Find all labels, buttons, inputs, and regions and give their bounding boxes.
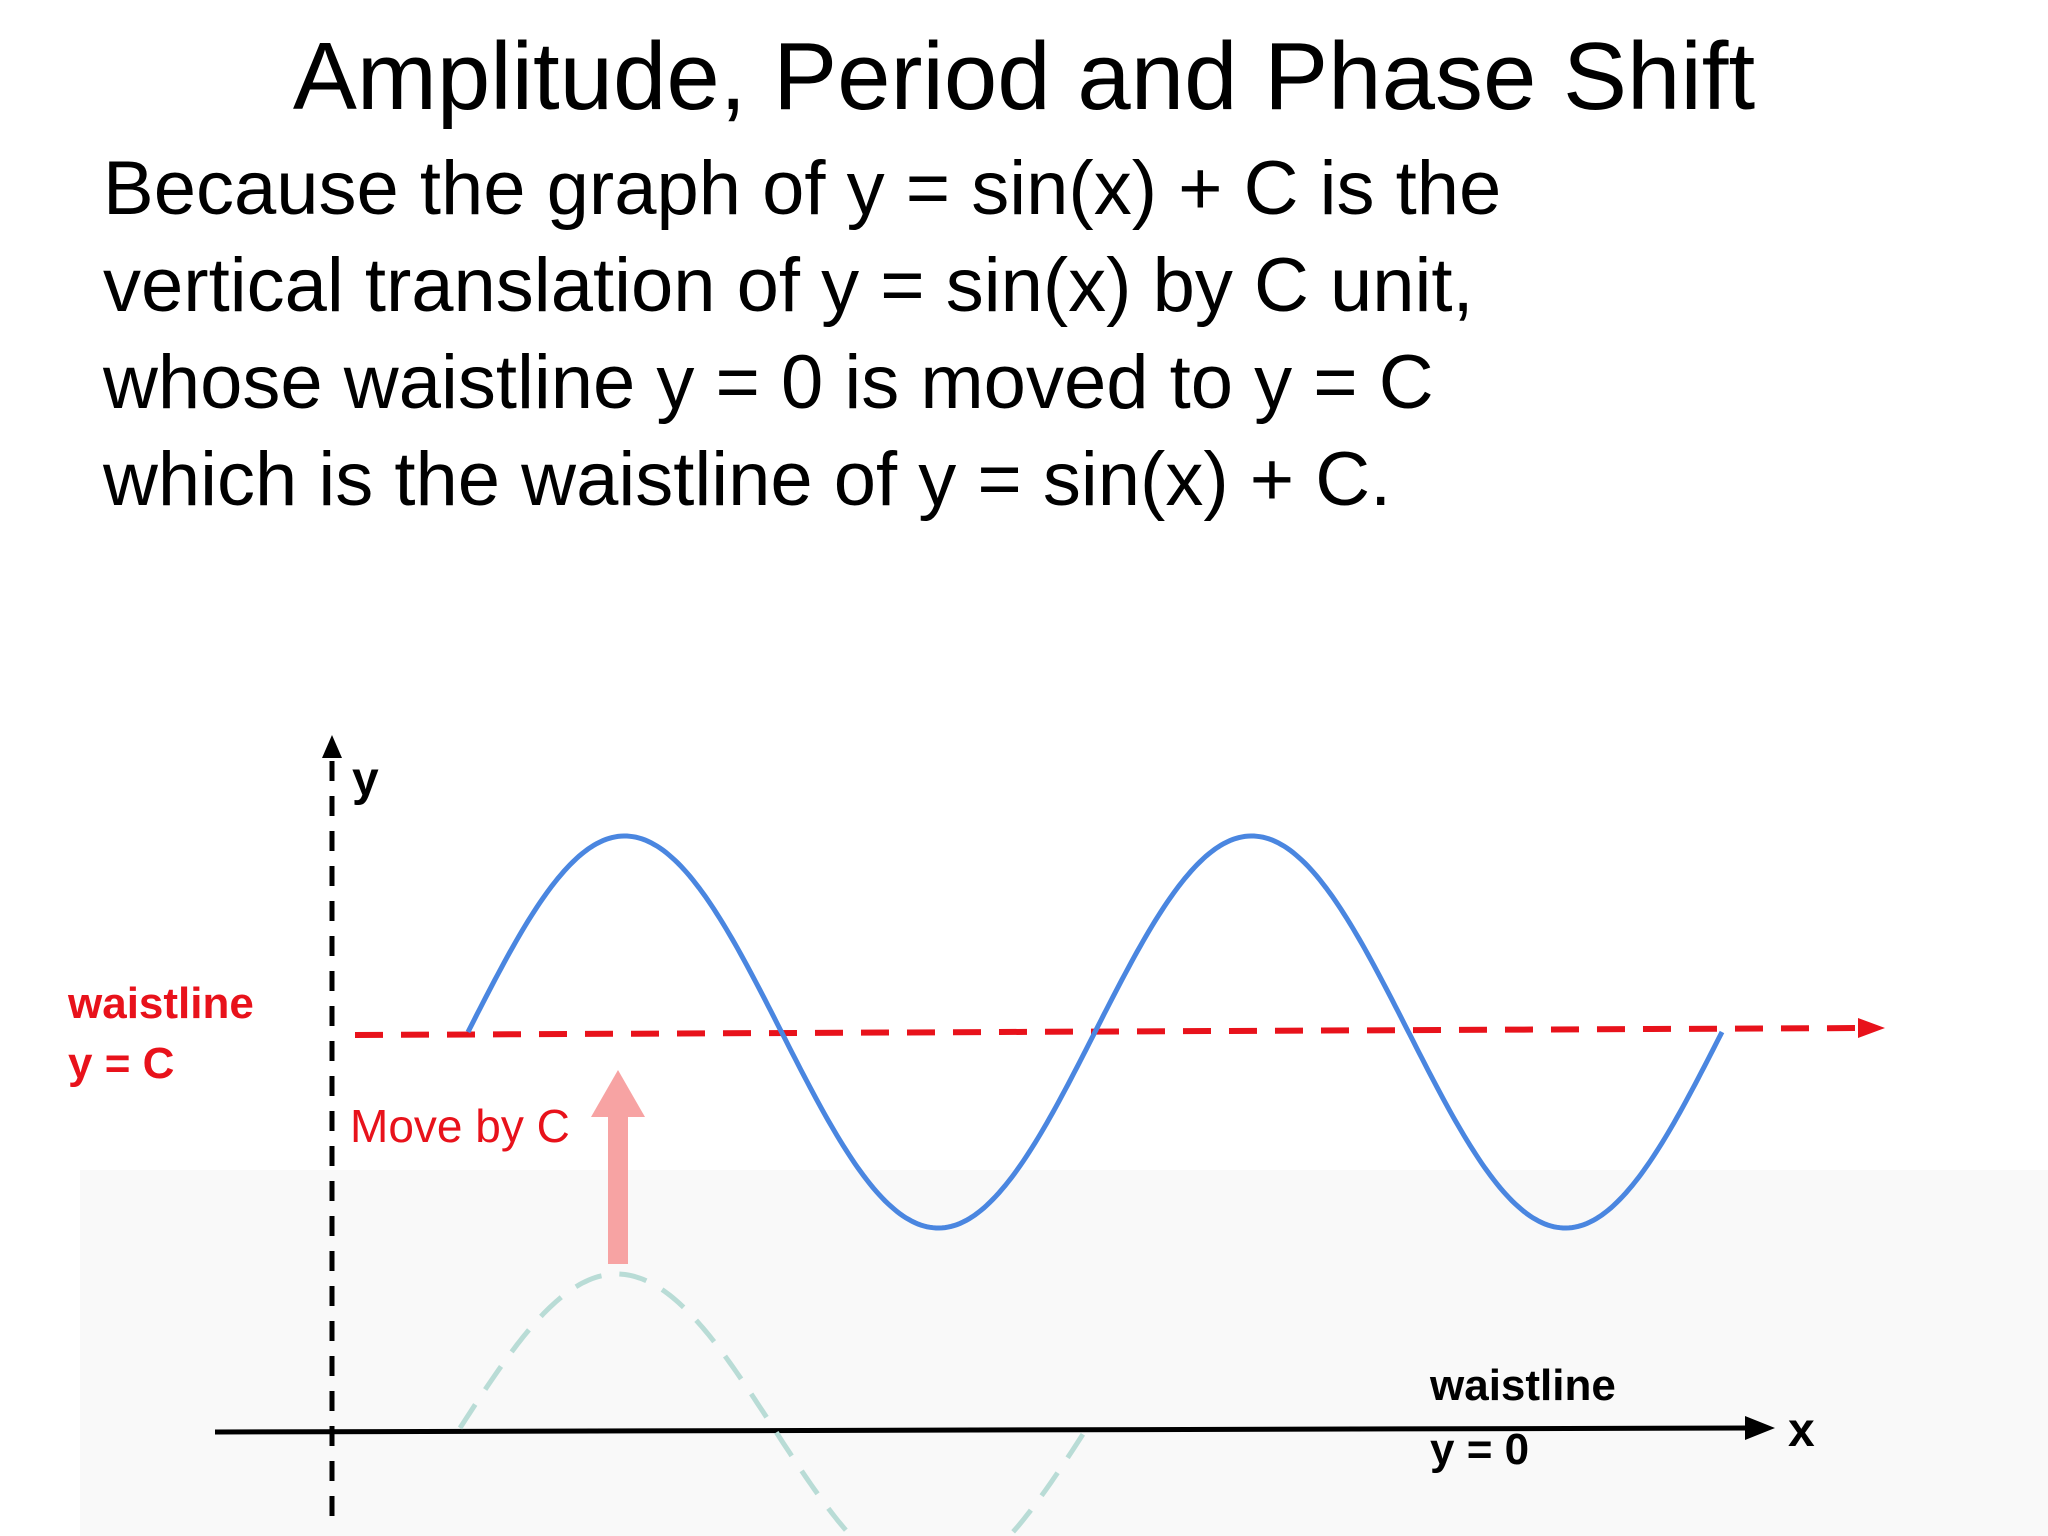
y-axis-arrowhead	[322, 735, 342, 758]
paragraph-line-1: Because the graph of y = sin(x) + C is t…	[103, 146, 1502, 231]
paragraph-line-3: whose waistline y = 0 is moved to y = C	[103, 340, 1434, 425]
upper-waistline-label-line1: waistline	[67, 979, 254, 1028]
explanation-paragraph: Because the graph of y = sin(x) + C is t…	[103, 140, 1501, 528]
lower-waistline-label-line1: waistline	[1429, 1361, 1616, 1410]
diagram-background	[80, 1170, 2048, 1536]
upper-waistline	[354, 1025, 1869, 1038]
move-by-c-label: Move by C	[350, 1100, 570, 1152]
shifted-sine-curve	[465, 833, 1725, 1231]
y-axis-label: y	[352, 753, 379, 806]
x-axis-label: x	[1788, 1404, 1815, 1457]
move-arrow-head	[591, 1070, 645, 1117]
original-sine-curve	[457, 1271, 1093, 1536]
lower-waistline-label-line2: y = 0	[1430, 1425, 1529, 1474]
x-axis	[214, 1425, 1751, 1435]
page-title: Amplitude, Period and Phase Shift	[292, 23, 1756, 130]
upper-waistline-arrowhead	[1858, 1018, 1885, 1038]
upper-waistline-label-line2: y = C	[68, 1039, 174, 1088]
move-arrow-shaft	[608, 1112, 628, 1264]
x-axis-arrowhead	[1745, 1416, 1775, 1440]
paragraph-line-4: which is the waistline of y = sin(x) + C…	[103, 437, 1392, 522]
paragraph-line-2: vertical translation of y = sin(x) by C …	[103, 243, 1474, 328]
